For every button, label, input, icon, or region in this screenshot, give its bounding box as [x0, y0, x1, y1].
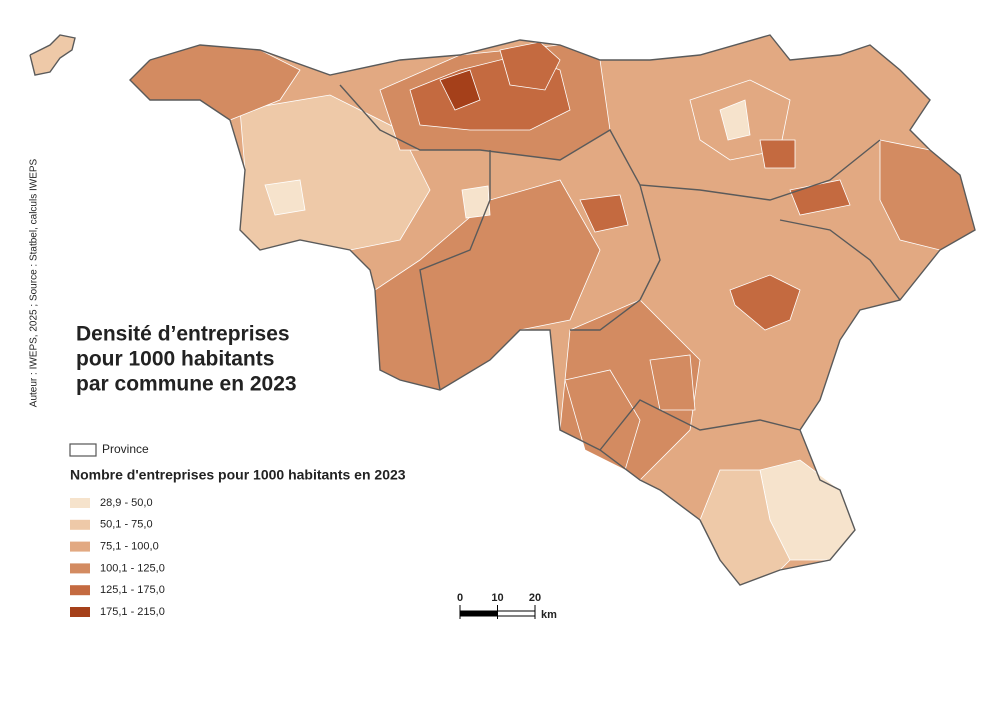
map-title: Densité d’entreprises pour 1000 habitant…	[76, 323, 297, 396]
commune-zone	[759, 139, 796, 169]
legend-label: 125,1 - 175,0	[100, 584, 165, 596]
legend-label: 175,1 - 215,0	[100, 606, 165, 618]
scale-label: 10	[491, 592, 503, 604]
province-borders	[29, 34, 976, 586]
province-border	[599, 399, 801, 451]
province-border	[779, 219, 901, 301]
legend-swatch	[70, 498, 90, 508]
scale-label: 0	[457, 592, 463, 604]
province-border	[129, 34, 976, 586]
commune-zone	[564, 369, 641, 471]
commune-zone	[439, 69, 481, 111]
commune-zone	[579, 194, 629, 233]
legend-swatch	[70, 541, 90, 552]
commune-zone	[729, 274, 801, 331]
scale-unit: km	[541, 609, 557, 621]
title-line: pour 1000 habitants	[76, 348, 274, 371]
legend-swatch	[70, 519, 90, 530]
province-border	[29, 34, 76, 76]
legend-label: 75,1 - 100,0	[100, 541, 159, 553]
credit: Auteur : IWEPS, 2025 ; Source : Statbel,…	[29, 158, 40, 407]
legend-swatch	[70, 563, 90, 574]
province-swatch	[69, 443, 97, 457]
province-border	[419, 150, 491, 391]
scale-segment	[459, 610, 498, 617]
legend-province: Province	[102, 442, 149, 456]
title-line: Densité d’entreprises	[76, 323, 290, 346]
communes	[29, 34, 976, 586]
legend-label: 28,9 - 50,0	[100, 497, 153, 509]
legend-title: Nombre d'entreprises pour 1000 habitants…	[70, 467, 406, 483]
commune-zone	[649, 354, 696, 411]
commune-zone	[719, 99, 751, 141]
commune-zone	[499, 41, 561, 91]
legend-label: 100,1 - 125,0	[100, 562, 165, 574]
legend-swatch	[70, 607, 90, 617]
commune-zone	[461, 185, 491, 219]
title-line: par commune en 2023	[76, 373, 297, 396]
scale-label: 20	[529, 592, 541, 604]
legend-label: 50,1 - 75,0	[100, 519, 153, 531]
legend-swatch	[70, 585, 90, 596]
province-border	[570, 184, 661, 331]
commune-zone	[264, 179, 306, 216]
province-border	[339, 84, 881, 201]
legend: 28,9 - 50,0 50,1 - 75,0 75,1 - 100,0 100,1 …	[70, 497, 165, 618]
scale-segment	[497, 610, 536, 617]
